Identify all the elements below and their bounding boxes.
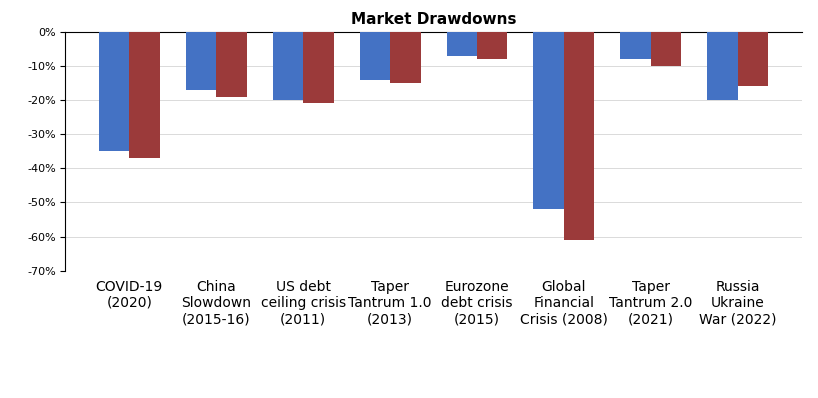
Bar <box>129 32 160 158</box>
Bar <box>564 32 595 240</box>
Bar <box>303 32 334 103</box>
Bar <box>708 32 738 100</box>
Bar <box>216 32 247 97</box>
Bar <box>272 32 303 100</box>
Bar <box>533 32 564 209</box>
Bar <box>620 32 651 59</box>
Bar <box>186 32 216 90</box>
Bar <box>651 32 681 66</box>
Bar <box>477 32 507 59</box>
Bar <box>447 32 477 56</box>
Title: Market Drawdowns: Market Drawdowns <box>351 12 516 27</box>
Bar <box>390 32 420 83</box>
Bar <box>99 32 129 151</box>
Bar <box>360 32 390 80</box>
Bar <box>738 32 768 86</box>
